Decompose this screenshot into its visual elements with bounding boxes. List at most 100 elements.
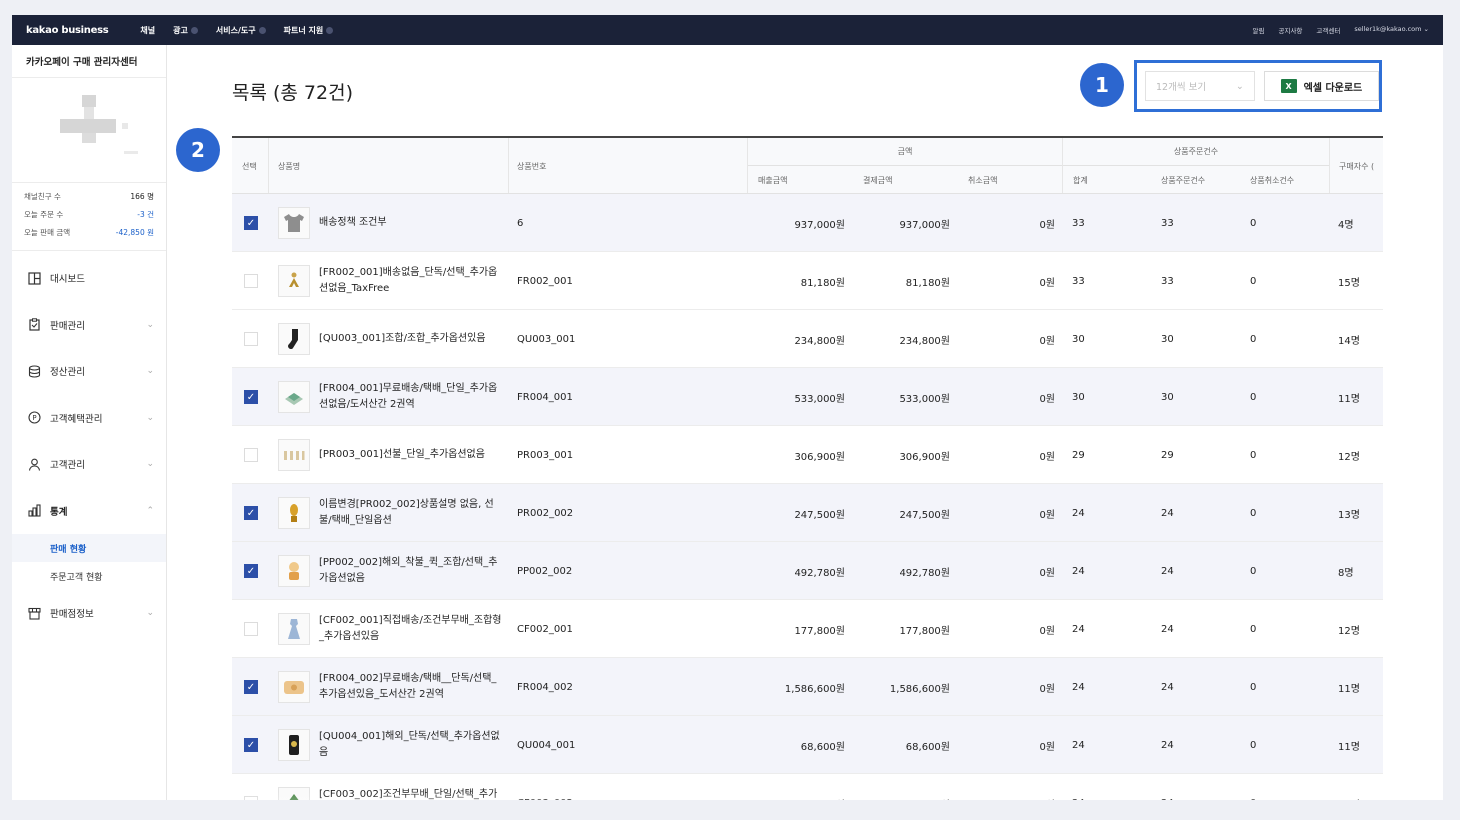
row-checkbox[interactable]: ✓: [244, 738, 258, 752]
pillow-icon[interactable]: [278, 671, 310, 703]
bottles-icon[interactable]: [278, 439, 310, 471]
sidebar-item-sales-management[interactable]: 판매관리 ⌄: [12, 302, 166, 349]
page-size-select[interactable]: 12개씩 보기 ⌄: [1145, 71, 1255, 101]
dashboard-icon: [28, 272, 41, 285]
row-checkbox[interactable]: ✓: [244, 564, 258, 578]
table-row[interactable]: [CF003_002]조건부무배_단일/선택_추가옵션없음_도서산간 CF003_…: [232, 774, 1383, 800]
product-name-link[interactable]: [PP002_002]해외_착불_퀵_조합/선택_추가옵션없음: [319, 557, 498, 584]
product-cell: [FR004_002]무료배송/택배__단독/선택_추가옵션있음_도서산간 2권…: [278, 658, 504, 716]
notice-link[interactable]: 공지사항: [1278, 27, 1303, 35]
top-nav-label: 파트너 지원: [283, 25, 324, 35]
header-product-name: 상품명: [278, 161, 301, 171]
sales-amount-cell: 234,800원: [794, 335, 845, 347]
help-center-link[interactable]: 고객센터: [1316, 27, 1341, 35]
table-row[interactable]: ✓ 이름변경[PR002_002]상품설명 없음, 선불/택배_단일옵션 PR002…: [232, 484, 1383, 542]
sidebar-item-customers[interactable]: 고객관리 ⌄: [12, 441, 166, 488]
table-row[interactable]: ✓ [PP002_002]해외_착불_퀵_조합/선택_추가옵션없음 PP002_00…: [232, 542, 1383, 600]
account-menu[interactable]: seller1k@kakao.com ⌄: [1354, 25, 1429, 33]
top-nav-partner[interactable]: 파트너 지원: [284, 25, 334, 36]
paid-amount-cell: 937,000원: [899, 219, 950, 231]
total-count-cell: 30: [1072, 391, 1085, 403]
cancel-count-cell: 0: [1250, 681, 1257, 693]
row-checkbox[interactable]: [244, 274, 258, 288]
cancel-amount-cell: 0원: [1039, 683, 1055, 695]
buyer-count-cell: 15명: [1338, 774, 1378, 801]
product-name-link[interactable]: [PR003_001]선불_단일_추가옵션없음: [319, 449, 485, 460]
sock-icon[interactable]: [278, 323, 310, 355]
header-cancel-count: 상품취소건수: [1250, 175, 1295, 185]
product-cell: 이름변경[PR002_002]상품설명 없음, 선불/택배_단일옵션: [278, 484, 504, 542]
row-checkbox[interactable]: ✓: [244, 506, 258, 520]
sales-amount-cell: 306,900원: [794, 451, 845, 463]
product-code-cell: CF003_002: [517, 774, 717, 801]
table-row[interactable]: ✓ 배송정책 조건부 6 937,000원 937,000원 0원 33 33 0 4명: [232, 194, 1383, 252]
top-nav-ads[interactable]: 광고: [173, 25, 198, 36]
product-name-link[interactable]: [QU004_001]해외_단독/선택_추가옵션없음: [319, 731, 500, 758]
box-icon[interactable]: [278, 381, 310, 413]
row-checkbox[interactable]: [244, 622, 258, 636]
sidebar-subitem-customer-status[interactable]: 주문고객 현황: [50, 572, 103, 583]
product-cell: [QU004_001]해외_단독/선택_추가옵션없음: [278, 716, 504, 774]
table-row[interactable]: ✓ [FR004_001]무료배송/택배_단일_추가옵션없음/도서산간 2권역 FR…: [232, 368, 1383, 426]
total-count-cell: 33: [1072, 275, 1085, 287]
product-name-link[interactable]: [FR002_001]배송없음_단독/선택_추가옵션없음_TaxFree: [319, 267, 498, 294]
product-name-link[interactable]: [FR004_002]무료배송/택배__단독/선택_추가옵션있음_도서산간 2권…: [319, 673, 497, 700]
sidebar-item-settlement[interactable]: 정산관리 ⌄: [12, 348, 166, 395]
table-row[interactable]: [CF002_001]직접배송/조건부무배_조합형_추가옵션있음 CF002_00…: [232, 600, 1383, 658]
sidebar-item-dashboard[interactable]: 대시보드: [12, 255, 166, 302]
product-name-link[interactable]: [CF002_001]직접배송/조건부무배_조합형_추가옵션있음: [319, 615, 502, 642]
sidebar-item-store-info[interactable]: 판매점정보 ⌄: [12, 590, 166, 637]
doll-icon[interactable]: [278, 555, 310, 587]
paid-amount-cell: 177,800원: [899, 625, 950, 637]
excel-download-button[interactable]: X 엑셀 다운로드: [1263, 71, 1379, 101]
total-count-cell: 33: [1072, 217, 1085, 229]
excel-download-label: 엑셀 다운로드: [1303, 82, 1363, 94]
product-name-link[interactable]: [FR004_001]무료배송/택배_단일_추가옵션없음/도서산간 2권역: [319, 383, 498, 410]
row-select-cell: ✓: [244, 658, 258, 716]
product-name-link[interactable]: [CF003_002]조건부무배_단일/선택_추가옵션없음_도서산간: [319, 789, 498, 800]
product-name-link[interactable]: 배송정책 조건부: [319, 217, 387, 228]
row-checkbox[interactable]: ✓: [244, 680, 258, 694]
notification-link[interactable]: 알림: [1252, 27, 1265, 35]
sidebar-subitem-sales-status[interactable]: 판매 현황: [12, 534, 166, 562]
phonecase-icon[interactable]: [278, 729, 310, 761]
dress-icon[interactable]: [278, 613, 310, 645]
sidebar-item-statistics[interactable]: 통계 ⌃: [12, 488, 166, 535]
stat-value: 166 명: [130, 192, 154, 201]
table-row[interactable]: ✓ [FR004_002]무료배송/택배__단독/선택_추가옵션있음_도서산간 2…: [232, 658, 1383, 716]
clipboard-icon: [28, 318, 41, 331]
sales-amount-cell: 177,800원: [794, 625, 845, 637]
kakao-business-logo[interactable]: kakao business: [26, 24, 109, 36]
cancel-amount-cell: 0원: [1039, 509, 1055, 521]
trophy-icon[interactable]: [278, 497, 310, 529]
plant-icon[interactable]: [278, 787, 310, 800]
row-checkbox[interactable]: [244, 796, 258, 800]
header-buyers: 구매자수 (: [1339, 161, 1375, 171]
sidebar-item-benefits[interactable]: P 고객혜택관리 ⌄: [12, 395, 166, 442]
top-nav-channel[interactable]: 채널: [140, 25, 155, 36]
product-name-link[interactable]: 이름변경[PR002_002]상품설명 없음, 선불/택배_단일옵션: [319, 499, 494, 526]
cancel-count-cell: 0: [1250, 739, 1257, 751]
buyer-count-cell: 4명: [1338, 219, 1354, 231]
paid-amount-cell: 247,500원: [899, 509, 950, 521]
figure-icon[interactable]: [278, 265, 310, 297]
product-name-link[interactable]: [QU003_001]조합/조합_추가옵션있음: [319, 333, 486, 344]
cancel-count-cell: 0: [1250, 623, 1257, 635]
table-row[interactable]: [PR003_001]선불_단일_추가옵션없음 PR003_001 306,900원…: [232, 426, 1383, 484]
order-count-cell: 30: [1161, 391, 1174, 403]
top-nav-label: 광고: [173, 25, 188, 35]
row-checkbox[interactable]: [244, 332, 258, 346]
dropdown-dot-icon: [190, 26, 198, 34]
tshirt-icon[interactable]: [278, 207, 310, 239]
table-row[interactable]: [QU003_001]조합/조합_추가옵션있음 QU003_001 234,800원…: [232, 310, 1383, 368]
sales-amount-cell: 81,180원: [800, 277, 845, 289]
row-checkbox[interactable]: [244, 448, 258, 462]
row-checkbox[interactable]: ✓: [244, 216, 258, 230]
table-row[interactable]: [FR002_001]배송없음_단독/선택_추가옵션없음_TaxFree FR00…: [232, 252, 1383, 310]
table-row[interactable]: ✓ [QU004_001]해외_단독/선택_추가옵션없음 QU004_001 68,6…: [232, 716, 1383, 774]
top-nav-services[interactable]: 서비스/도구: [216, 25, 266, 36]
product-code-cell: FR002_001: [517, 275, 573, 287]
order-count-cell: 24: [1161, 507, 1174, 519]
row-checkbox[interactable]: ✓: [244, 390, 258, 404]
header-orders-group: 상품주문건수: [1063, 138, 1329, 166]
